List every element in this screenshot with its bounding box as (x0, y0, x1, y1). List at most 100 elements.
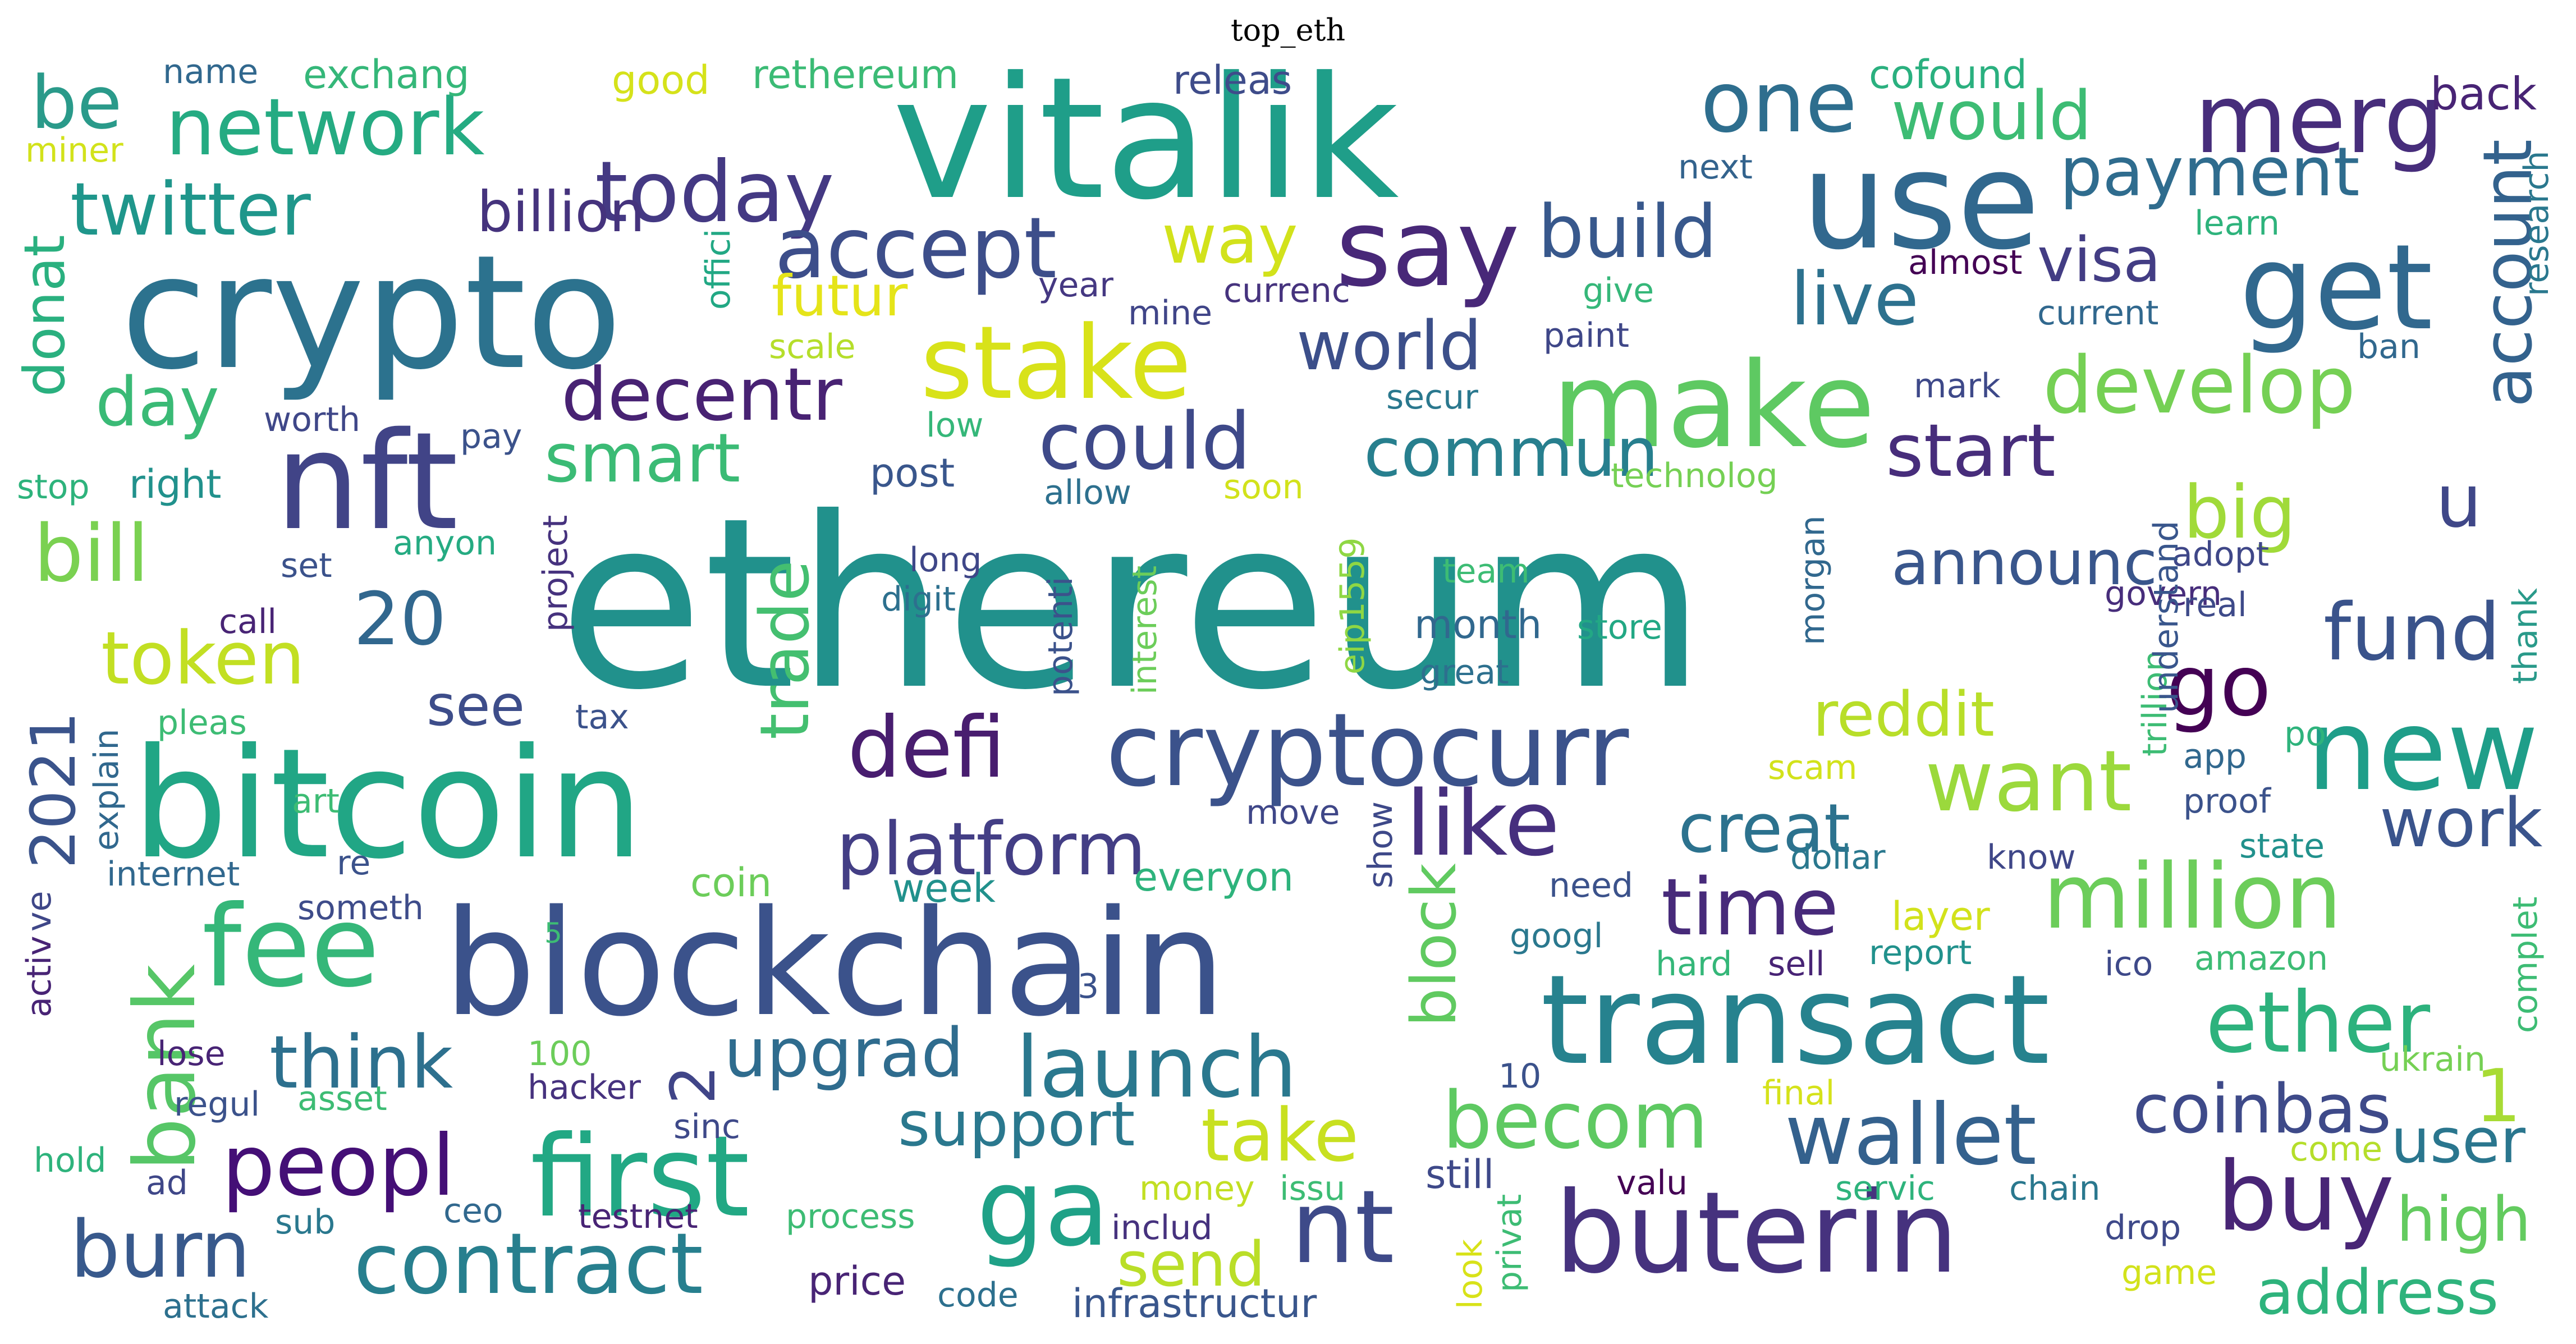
word-allow: allow (1044, 473, 1131, 512)
word-decentr: decentr (561, 352, 842, 437)
word-call: call (219, 602, 277, 641)
word-merg: merg (2194, 64, 2445, 175)
word-great: great (1420, 653, 1509, 692)
word-issu: issu (1280, 1169, 1346, 1208)
word-privat: privat (1490, 1194, 1529, 1292)
word-post: post (870, 450, 955, 496)
word-store: store (1577, 608, 1662, 647)
word-100: 100 (528, 1034, 592, 1074)
word-live: live (1790, 256, 1919, 342)
word-transact: transact (1541, 948, 2050, 1092)
word-asset: asset (297, 1079, 387, 1118)
word-time: time (1661, 862, 1839, 953)
word-servic: servic (1835, 1169, 1936, 1208)
word-low: low (926, 406, 984, 445)
word-go: go (2166, 637, 2271, 735)
word-like: like (1406, 771, 1560, 876)
word-learn: learn (2194, 204, 2280, 243)
word-stop: stop (17, 467, 90, 507)
word-billion: billion (477, 179, 645, 245)
word-fund: fund (2323, 587, 2501, 678)
word-bill: bill (34, 508, 149, 600)
word-blockchain: blockchain (443, 879, 1226, 1049)
word-give: give (1583, 271, 1654, 310)
word-coinbas: coinbas (2133, 1071, 2392, 1149)
word-ga: ga (977, 1146, 1110, 1270)
word-commun: commun (1364, 414, 1659, 492)
word-dollar: dollar (1790, 838, 1886, 877)
word-today: today (595, 144, 835, 241)
word-say: say (1336, 186, 1520, 310)
word-way: way (1162, 201, 1298, 279)
word-show: show (1361, 801, 1400, 888)
word-googl: googl (1510, 916, 1603, 956)
word-potenti: potenti (1041, 576, 1080, 696)
word-twitter: twitter (70, 167, 311, 252)
word-work: work (2380, 785, 2543, 863)
word-long: long (909, 540, 982, 580)
word-make: make (1552, 337, 1876, 474)
word-tax: tax (575, 698, 629, 737)
word-infrastructur: infrastructur (1072, 1281, 1317, 1323)
word-app: app (2183, 737, 2247, 776)
word-cryptocurr: cryptocurr (1106, 692, 1629, 809)
word-user: user (2391, 1105, 2525, 1177)
word-pleas: pleas (157, 703, 247, 742)
word-scam: scam (1768, 748, 1858, 787)
word-game: game (2121, 1253, 2217, 1292)
word-becom: becom (1442, 1075, 1709, 1167)
word-lose: lose (157, 1034, 226, 1074)
word-start: start (1886, 408, 2056, 493)
word-worth: worth (264, 400, 361, 439)
word-see: see (427, 673, 525, 738)
word-trade: trade (746, 560, 824, 740)
word-team: team (1442, 552, 1530, 591)
word-move: move (1246, 793, 1340, 832)
word-adopt: adopt (2172, 535, 2270, 574)
word-currenc: currenc (1223, 271, 1350, 310)
word-creat: creat (1678, 790, 1851, 868)
word-secur: secur (1386, 378, 1478, 417)
word-regul: regul (174, 1085, 260, 1124)
word-upgrad: upgrad (724, 1015, 964, 1093)
word-complet: complet (2506, 896, 2545, 1033)
word-next: next (1678, 148, 1753, 187)
word-payment: payment (2060, 134, 2360, 212)
word-bitcoin: bitcoin (132, 715, 644, 892)
word-final: final (1762, 1074, 1835, 1113)
word-20: 20 (354, 576, 447, 662)
word-buterin: buterin (1555, 1168, 1959, 1299)
word-almost: almost (1908, 243, 2023, 282)
word-know: know (1987, 838, 2076, 877)
word-send: send (1117, 1228, 1266, 1300)
word-wallet: wallet (1785, 1086, 2037, 1184)
word-technolog: technolog (1611, 456, 1778, 496)
word-nt: nt (1291, 1169, 1395, 1286)
word-hard: hard (1656, 944, 1732, 984)
word-cofound: cofound (1869, 55, 2027, 98)
word-testnet: testnet (578, 1197, 698, 1236)
word-offici: offici (699, 228, 738, 310)
word-peopl: peopl (222, 1117, 456, 1215)
word-vitalik: vitalik (892, 55, 1399, 237)
word-po: po (2284, 714, 2326, 754)
word-could: could (1038, 396, 1252, 488)
word-still: still (1425, 1152, 1495, 1198)
word-govern: govern (2105, 574, 2222, 613)
word-year: year (1038, 265, 1113, 305)
word-paint: paint (1543, 316, 1630, 355)
word-eip1559: eip1559 (1333, 537, 1372, 675)
word-support: support (898, 1088, 1135, 1160)
word-week: week (892, 865, 996, 911)
word-develop: develop (2043, 340, 2356, 432)
word-want: want (1925, 733, 2132, 831)
word-be: be (31, 60, 122, 145)
word-ceo: ceo (443, 1191, 503, 1231)
word-buy: buy (2217, 1141, 2395, 1253)
word-u: u (2436, 458, 2482, 544)
word-visa: visa (2037, 224, 2161, 296)
word-sub: sub (275, 1203, 336, 1242)
word-nft: nft (275, 403, 459, 560)
word-10: 10 (1498, 1057, 1542, 1096)
word-mark: mark (1914, 366, 2001, 406)
